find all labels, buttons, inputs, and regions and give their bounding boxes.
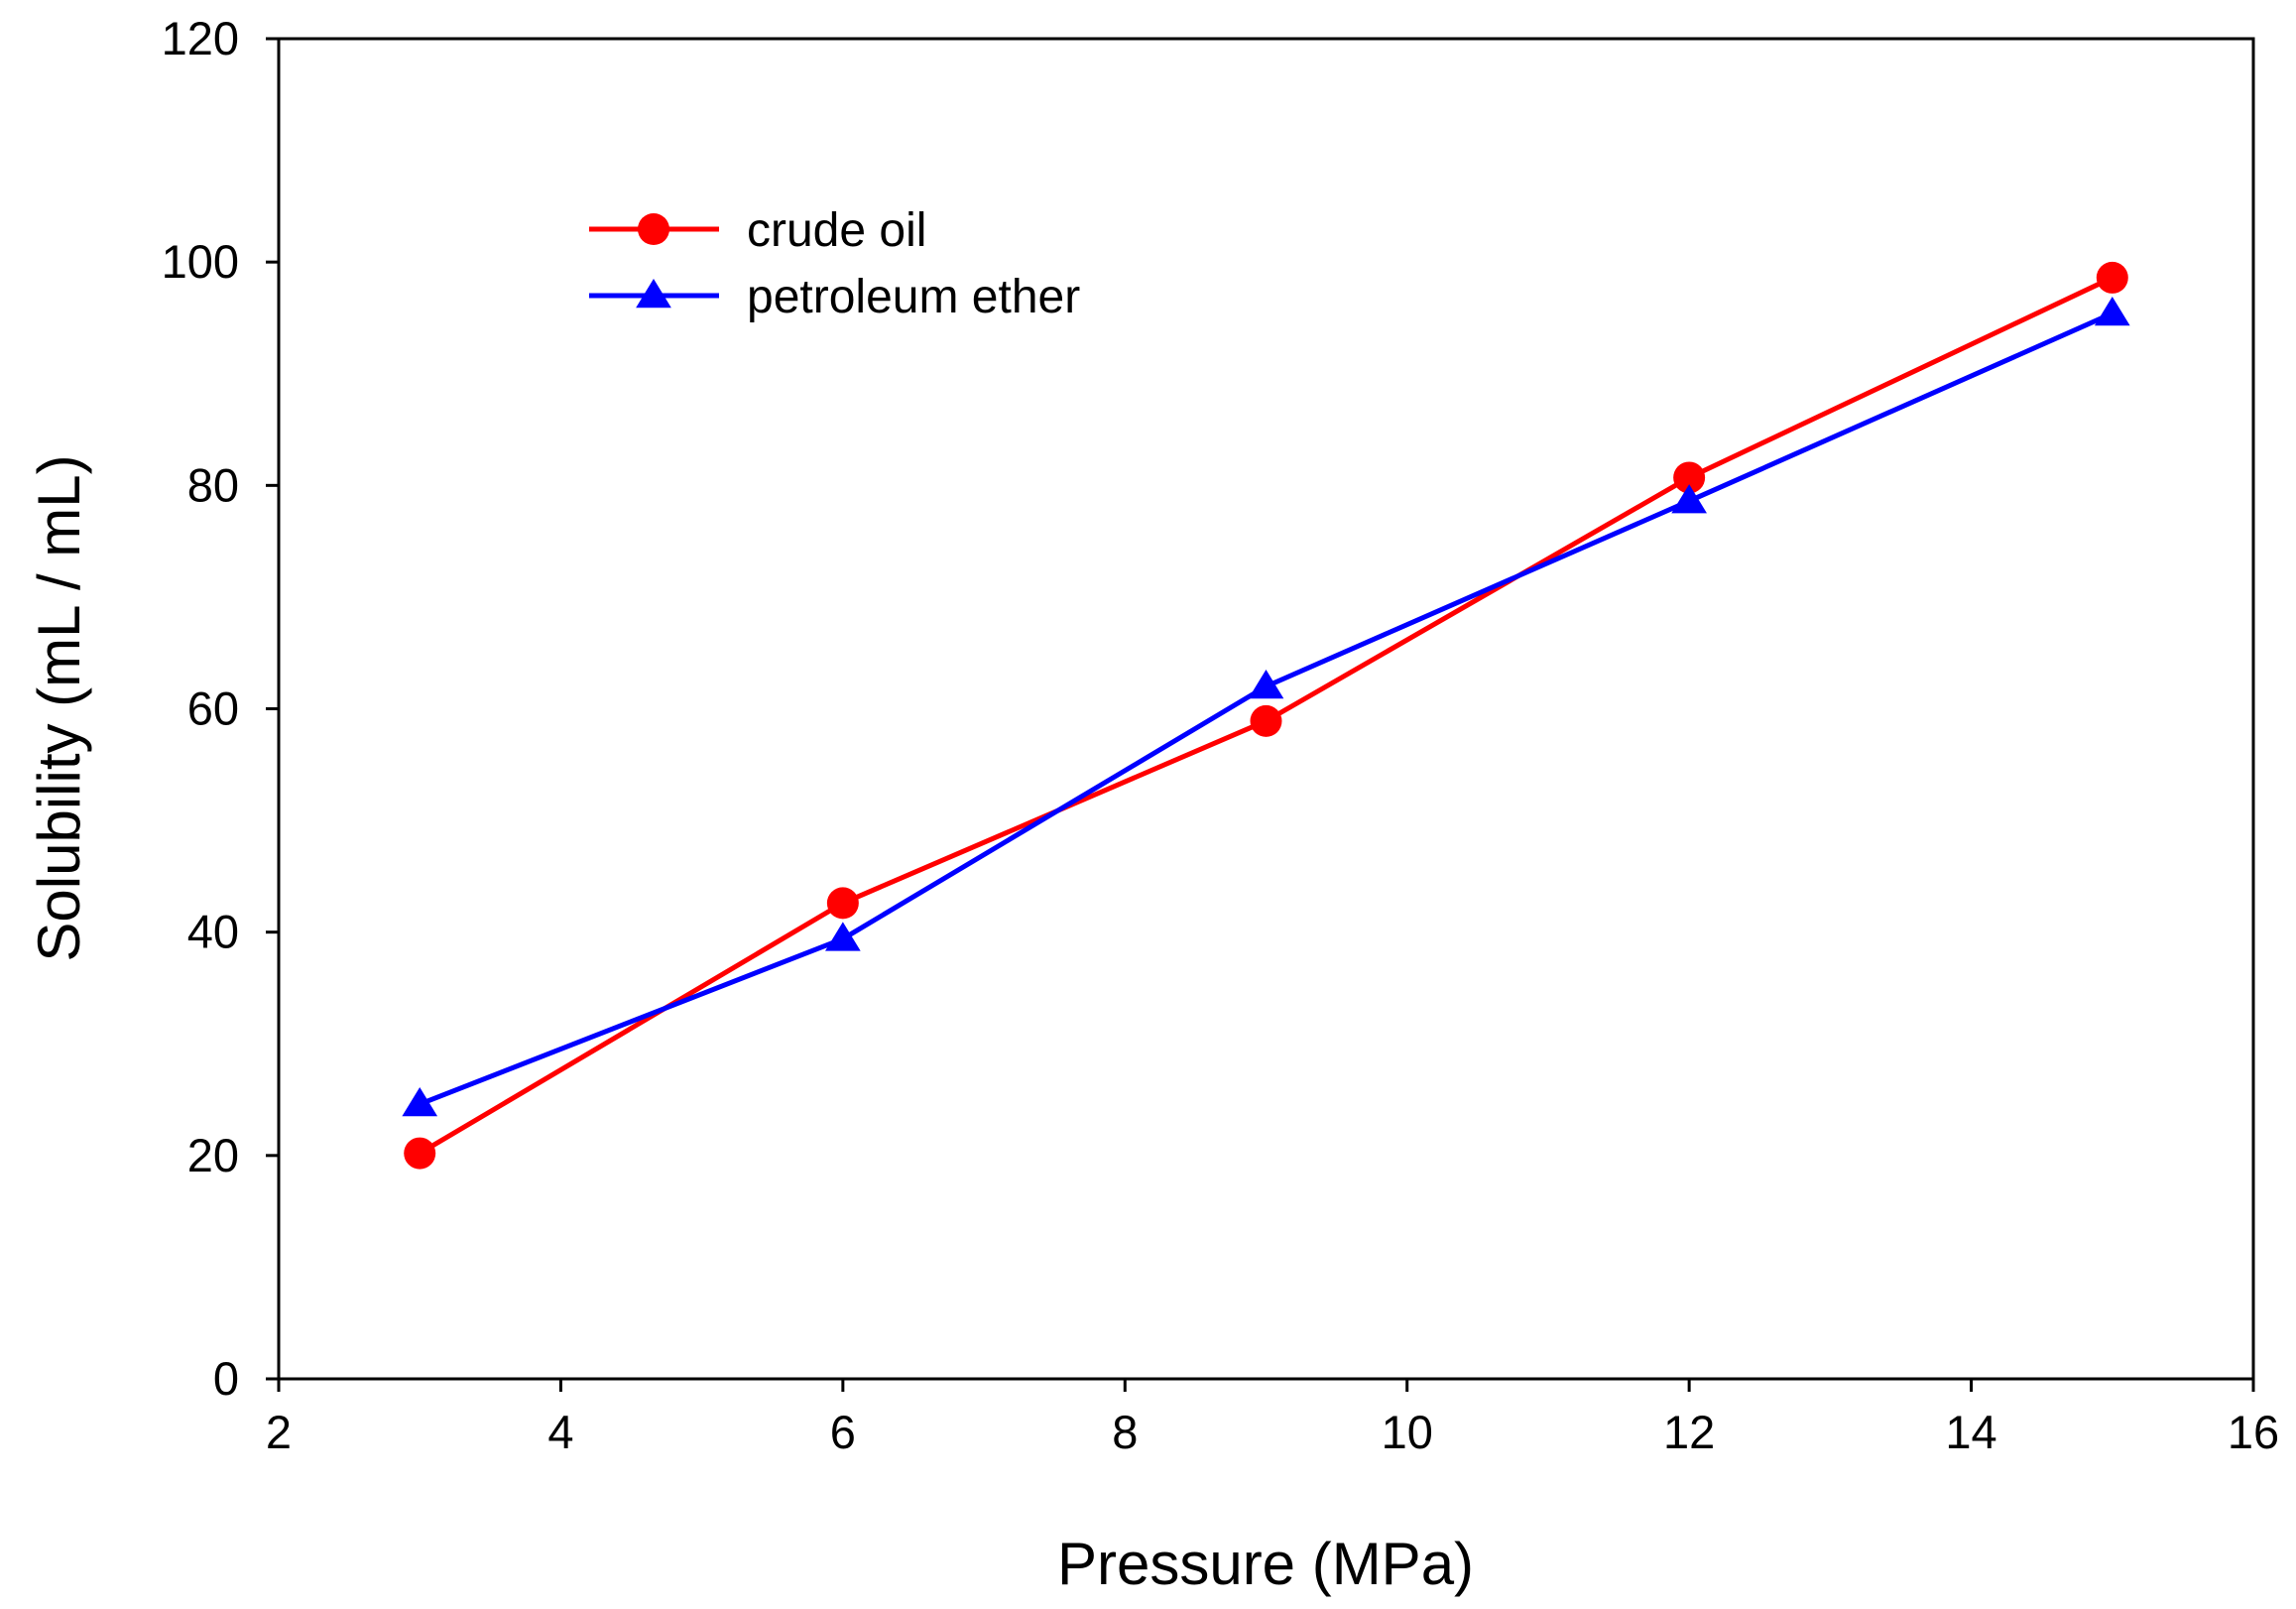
legend-label: crude oil: [747, 204, 926, 257]
data-point: [2096, 261, 2128, 294]
x-tick-label: 2: [266, 1406, 292, 1458]
data-point: [404, 1137, 436, 1170]
data-point: [402, 1087, 438, 1117]
legend-marker: [636, 279, 671, 309]
y-tick-label: 40: [187, 906, 239, 958]
y-axis: 0 20 40 60 80 100 120: [162, 12, 279, 1405]
data-point: [1248, 669, 1284, 699]
x-tick-label: 4: [547, 1406, 573, 1458]
x-tick-label: 10: [1382, 1406, 1433, 1458]
y-tick-label: 80: [187, 458, 239, 511]
legend-label: petroleum ether: [747, 271, 1080, 323]
x-axis-title: Pressure (MPa): [1057, 1531, 1474, 1597]
data-point: [1673, 461, 1706, 494]
data-point: [1250, 704, 1282, 737]
x-tick-label: 8: [1112, 1406, 1138, 1458]
data-point: [826, 887, 859, 920]
y-tick-label: 100: [162, 235, 239, 288]
data-point: [825, 922, 861, 951]
data-point: [2094, 296, 2130, 326]
legend-marker: [638, 213, 669, 245]
series-layer: [402, 261, 2130, 1170]
x-tick-label: 16: [2228, 1406, 2279, 1458]
legend: crude oil petroleum ether: [589, 204, 1080, 323]
y-axis-title: Solubility (mL / mL): [26, 454, 92, 961]
data-point: [1671, 484, 1707, 514]
y-tick-label: 120: [162, 12, 239, 64]
x-tick-label: 12: [1663, 1406, 1715, 1458]
y-tick-label: 20: [187, 1129, 239, 1181]
x-tick-label: 6: [830, 1406, 856, 1458]
y-tick-label: 60: [187, 682, 239, 735]
x-tick-label: 14: [1945, 1406, 1996, 1458]
x-axis: 2 4 6 8 10 12 14 16: [266, 1379, 2279, 1458]
y-tick-label: 0: [213, 1352, 239, 1405]
